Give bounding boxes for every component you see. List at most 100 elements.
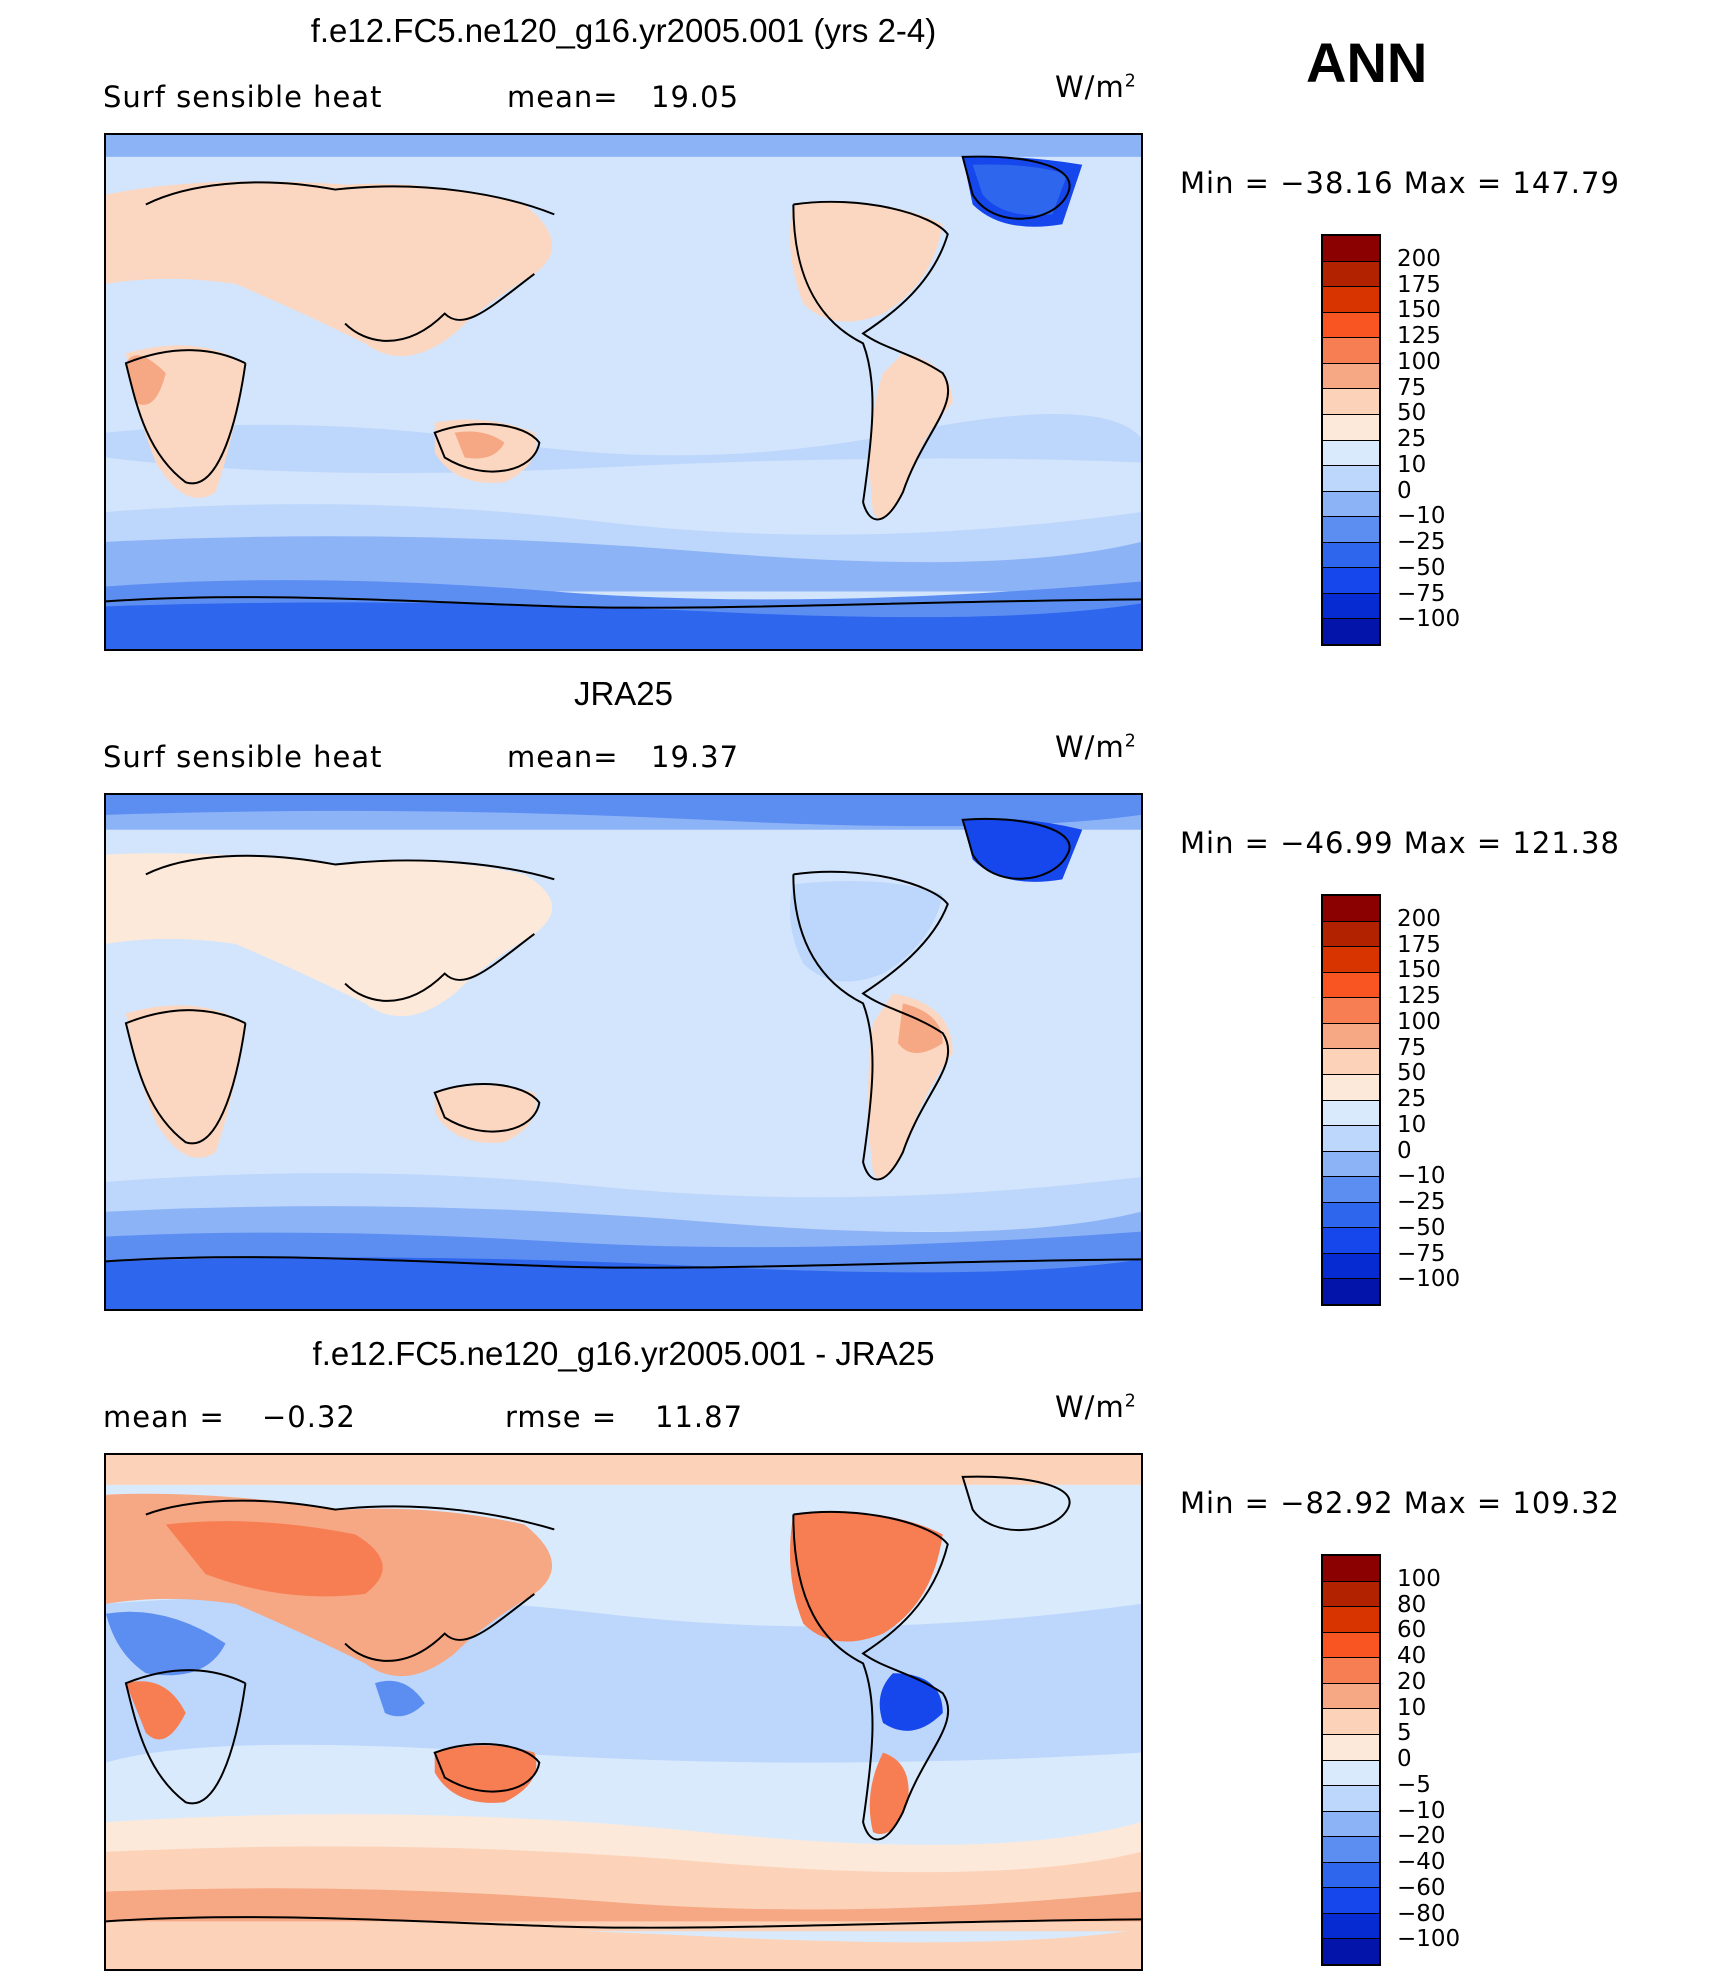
colorbar-swatch	[1323, 1607, 1379, 1633]
colorbar-tick-label: 0	[1397, 477, 1412, 504]
colorbar-swatch	[1323, 1100, 1379, 1127]
panel3-rmse-label: rmse =	[505, 1400, 618, 1434]
colorbar-tick-label: 125	[1397, 983, 1441, 1009]
colorbar-tick-label: 175	[1397, 931, 1441, 958]
colorbar-tick-label: 100	[1397, 348, 1441, 375]
colorbar-swatch	[1323, 1734, 1379, 1761]
panel3-minmax: Min = −82.92 Max = 109.32	[1180, 1486, 1620, 1520]
colorbar-swatch	[1323, 440, 1379, 467]
colorbar-tick-label: −100	[1397, 1926, 1461, 1953]
colorbar-swatch	[1323, 1581, 1379, 1608]
colorbar-swatch	[1323, 466, 1379, 492]
panel1-units: W/m2	[1055, 70, 1137, 104]
colorbar-swatch	[1323, 1888, 1379, 1914]
panel3-rmse-value: 11.87	[655, 1400, 744, 1434]
colorbar-swatch	[1323, 1253, 1379, 1280]
panel2-variable-label: Surf sensible heat	[103, 740, 383, 774]
colorbar-swatch	[1323, 619, 1379, 644]
panel1-variable-label: Surf sensible heat	[103, 80, 383, 114]
colorbar-tick-label: 200	[1397, 905, 1441, 932]
season-label: ANN	[1306, 31, 1428, 94]
panel3-map	[104, 1453, 1143, 1971]
colorbar-swatch	[1323, 972, 1379, 999]
colorbar-tick-label: 10	[1397, 451, 1427, 478]
colorbar-swatch	[1323, 1556, 1379, 1582]
panel1-colorbar	[1321, 234, 1381, 646]
colorbar-tick-label: 150	[1397, 297, 1441, 324]
colorbar-tick-label: −40	[1397, 1849, 1446, 1875]
colorbar-swatch	[1323, 1202, 1379, 1229]
panel3-title: f.e12.FC5.ne120_g16.yr2005.001 - JRA25	[312, 1335, 935, 1372]
colorbar-tick-label: 10	[1397, 1694, 1427, 1721]
colorbar-swatch	[1323, 593, 1379, 620]
colorbar-swatch	[1323, 517, 1379, 543]
colorbar-swatch	[1323, 1151, 1379, 1178]
colorbar-tick-label: −10	[1397, 1163, 1446, 1190]
colorbar-swatch	[1323, 1279, 1379, 1304]
colorbar-tick-label: −50	[1397, 554, 1446, 581]
colorbar-swatch	[1323, 1913, 1379, 1940]
colorbar-swatch	[1323, 921, 1379, 948]
colorbar-tick-label: −80	[1397, 1900, 1446, 1927]
colorbar-tick-label: 175	[1397, 271, 1441, 298]
panel1-map	[104, 133, 1143, 651]
panel2-map	[104, 793, 1143, 1311]
colorbar-swatch	[1323, 236, 1379, 262]
colorbar-tick-label: 75	[1397, 374, 1427, 401]
colorbar-swatch	[1323, 338, 1379, 364]
colorbar-tick-label: 100	[1397, 1565, 1441, 1592]
colorbar-tick-label: −25	[1397, 529, 1446, 555]
colorbar-tick-label: 25	[1397, 1086, 1427, 1112]
colorbar-swatch	[1323, 542, 1379, 569]
colorbar-tick-label: 125	[1397, 323, 1441, 349]
panel1-mean-label: mean=	[507, 80, 619, 114]
colorbar-tick-label: −100	[1397, 1266, 1461, 1293]
panel2-mean-label: mean=	[507, 740, 619, 774]
colorbar-tick-label: 150	[1397, 957, 1441, 984]
colorbar-swatch	[1323, 1811, 1379, 1838]
colorbar-swatch	[1323, 312, 1379, 339]
colorbar-tick-label: −75	[1397, 580, 1446, 607]
panel3-mean-value: −0.32	[262, 1400, 356, 1434]
colorbar-swatch	[1323, 287, 1379, 313]
colorbar-swatch	[1323, 1632, 1379, 1659]
colorbar-tick-label: −75	[1397, 1240, 1446, 1267]
panel3-units: W/m2	[1055, 1390, 1137, 1424]
colorbar-swatch	[1323, 1683, 1379, 1710]
panel2-title: JRA25	[573, 675, 674, 712]
colorbar-swatch	[1323, 568, 1379, 594]
colorbar-tick-label: −10	[1397, 503, 1446, 530]
panel3-colorbar	[1321, 1554, 1381, 1966]
colorbar-swatch	[1323, 363, 1379, 390]
colorbar-swatch	[1323, 261, 1379, 288]
colorbar-tick-label: 0	[1397, 1746, 1412, 1772]
colorbar-swatch	[1323, 1939, 1379, 1964]
colorbar-tick-label: 60	[1397, 1617, 1427, 1644]
colorbar-swatch	[1323, 1228, 1379, 1254]
colorbar-tick-label: 200	[1397, 245, 1441, 272]
colorbar-swatch	[1323, 998, 1379, 1024]
panel3-mean-label: mean =	[103, 1400, 225, 1434]
colorbar-tick-label: 5	[1397, 1720, 1412, 1747]
colorbar-swatch	[1323, 1126, 1379, 1152]
colorbar-tick-label: −5	[1397, 1771, 1431, 1798]
colorbar-swatch	[1323, 1760, 1379, 1787]
colorbar-swatch	[1323, 491, 1379, 518]
colorbar-tick-label: 50	[1397, 1060, 1427, 1087]
colorbar-swatch	[1323, 414, 1379, 441]
colorbar-tick-label: −25	[1397, 1189, 1446, 1215]
colorbar-tick-label: 50	[1397, 400, 1427, 427]
colorbar-tick-label: −100	[1397, 606, 1461, 633]
colorbar-swatch	[1323, 1786, 1379, 1812]
colorbar-swatch	[1323, 389, 1379, 415]
panel2-units: W/m2	[1055, 730, 1137, 764]
colorbar-swatch	[1323, 1837, 1379, 1863]
panel2-colorbar	[1321, 894, 1381, 1306]
panel2-minmax: Min = −46.99 Max = 121.38	[1180, 826, 1620, 860]
panel1-minmax: Min = −38.16 Max = 147.79	[1180, 166, 1620, 200]
colorbar-tick-label: 10	[1397, 1111, 1427, 1138]
colorbar-tick-label: 40	[1397, 1643, 1427, 1669]
colorbar-tick-label: 25	[1397, 426, 1427, 452]
colorbar-swatch	[1323, 1658, 1379, 1684]
colorbar-swatch	[1323, 1074, 1379, 1101]
